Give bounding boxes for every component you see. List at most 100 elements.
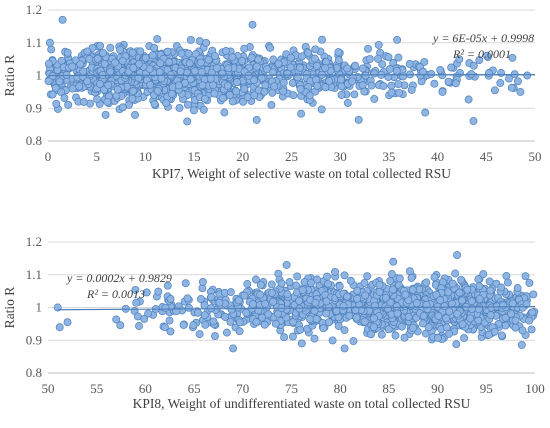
data-point xyxy=(75,82,84,91)
data-point xyxy=(106,43,115,52)
data-point xyxy=(195,330,204,339)
y-axis-title: Ratio R xyxy=(2,287,17,329)
data-point xyxy=(242,308,251,317)
data-point xyxy=(249,300,257,309)
data-point xyxy=(451,79,460,88)
data-point xyxy=(337,75,345,84)
data-point xyxy=(215,298,224,307)
data-point xyxy=(129,63,138,72)
data-point xyxy=(364,44,372,53)
data-point xyxy=(433,333,442,342)
data-point xyxy=(349,337,358,346)
data-point xyxy=(407,85,416,94)
data-point xyxy=(45,38,54,47)
data-point xyxy=(93,54,102,63)
data-point xyxy=(466,314,475,323)
data-point xyxy=(296,85,305,94)
data-point xyxy=(298,52,307,61)
chart-kpi8: 0.8 0.9 1 1.1 1.2 50 55 60 65 70 75 80 85 90 95 100 KPI8… xyxy=(2,234,545,411)
data-point xyxy=(153,35,162,44)
data-point xyxy=(375,287,384,296)
x-axis-title: KPI7, Weight of selective waste on total… xyxy=(152,166,451,181)
data-point xyxy=(513,284,522,292)
data-point xyxy=(455,55,464,64)
data-point xyxy=(409,323,418,332)
data-point xyxy=(184,303,193,312)
data-point xyxy=(343,64,352,73)
data-point xyxy=(529,290,538,299)
data-point xyxy=(505,74,513,83)
x-tick-label: 25 xyxy=(285,149,298,164)
data-point xyxy=(360,278,369,287)
data-point xyxy=(131,285,140,294)
data-point xyxy=(260,320,269,329)
data-point xyxy=(447,63,456,72)
data-point xyxy=(269,55,278,64)
data-point xyxy=(240,291,249,300)
data-point xyxy=(198,277,207,286)
data-point xyxy=(358,64,367,73)
x-tick-label: 65 xyxy=(188,381,201,396)
data-point xyxy=(256,290,265,299)
data-point xyxy=(260,87,269,96)
data-point xyxy=(116,45,125,54)
data-point xyxy=(415,285,424,294)
data-point xyxy=(389,257,398,266)
data-point xyxy=(277,279,286,288)
data-point xyxy=(306,315,314,324)
data-point xyxy=(511,316,520,325)
y-tick-label: 1.2 xyxy=(26,234,42,249)
data-point xyxy=(279,87,288,96)
data-point xyxy=(418,319,427,328)
data-point xyxy=(136,47,145,56)
data-point xyxy=(340,326,349,335)
data-point xyxy=(318,35,326,44)
data-point xyxy=(132,298,141,307)
data-point xyxy=(60,94,69,102)
data-point xyxy=(196,295,205,303)
data-point xyxy=(197,68,206,77)
data-point xyxy=(247,53,256,62)
data-point xyxy=(261,81,270,90)
x-tick-label: 50 xyxy=(529,149,542,164)
data-point xyxy=(44,59,53,68)
data-point xyxy=(360,87,369,96)
data-point xyxy=(361,291,370,300)
data-point xyxy=(209,81,218,90)
data-point xyxy=(113,85,122,94)
data-point xyxy=(310,306,319,315)
data-point xyxy=(68,84,77,93)
data-point xyxy=(317,105,326,114)
data-point xyxy=(96,41,105,50)
data-point xyxy=(252,62,261,71)
data-point xyxy=(228,53,237,62)
data-point xyxy=(346,276,355,285)
data-point xyxy=(166,327,175,336)
data-point xyxy=(112,315,121,324)
x-tick-label: 80 xyxy=(334,381,347,396)
data-point xyxy=(55,77,64,86)
data-point xyxy=(375,280,384,289)
chart-kpi7: 0.8 0.9 1 1.1 1.2 0 5 10 15 20 25 30 35 40 45 50 KPI7, W… xyxy=(2,2,542,181)
data-point xyxy=(267,280,276,289)
data-point xyxy=(440,302,449,311)
data-point xyxy=(394,53,403,62)
data-point xyxy=(101,110,110,119)
data-point xyxy=(261,299,270,308)
data-point xyxy=(350,90,359,99)
data-point xyxy=(377,330,386,339)
data-point xyxy=(144,309,153,318)
x-tick-label: 40 xyxy=(431,149,444,164)
data-point xyxy=(453,309,462,318)
data-point xyxy=(445,329,453,338)
data-point xyxy=(232,87,241,96)
data-point xyxy=(497,283,506,292)
data-point xyxy=(202,38,211,47)
data-point xyxy=(430,273,439,282)
data-point xyxy=(324,280,332,288)
data-point xyxy=(198,81,207,90)
data-point xyxy=(387,270,396,278)
trendline-equation: y = 6E-05x + 0.9998 xyxy=(432,31,534,45)
data-point xyxy=(367,81,376,90)
data-point xyxy=(463,285,472,294)
